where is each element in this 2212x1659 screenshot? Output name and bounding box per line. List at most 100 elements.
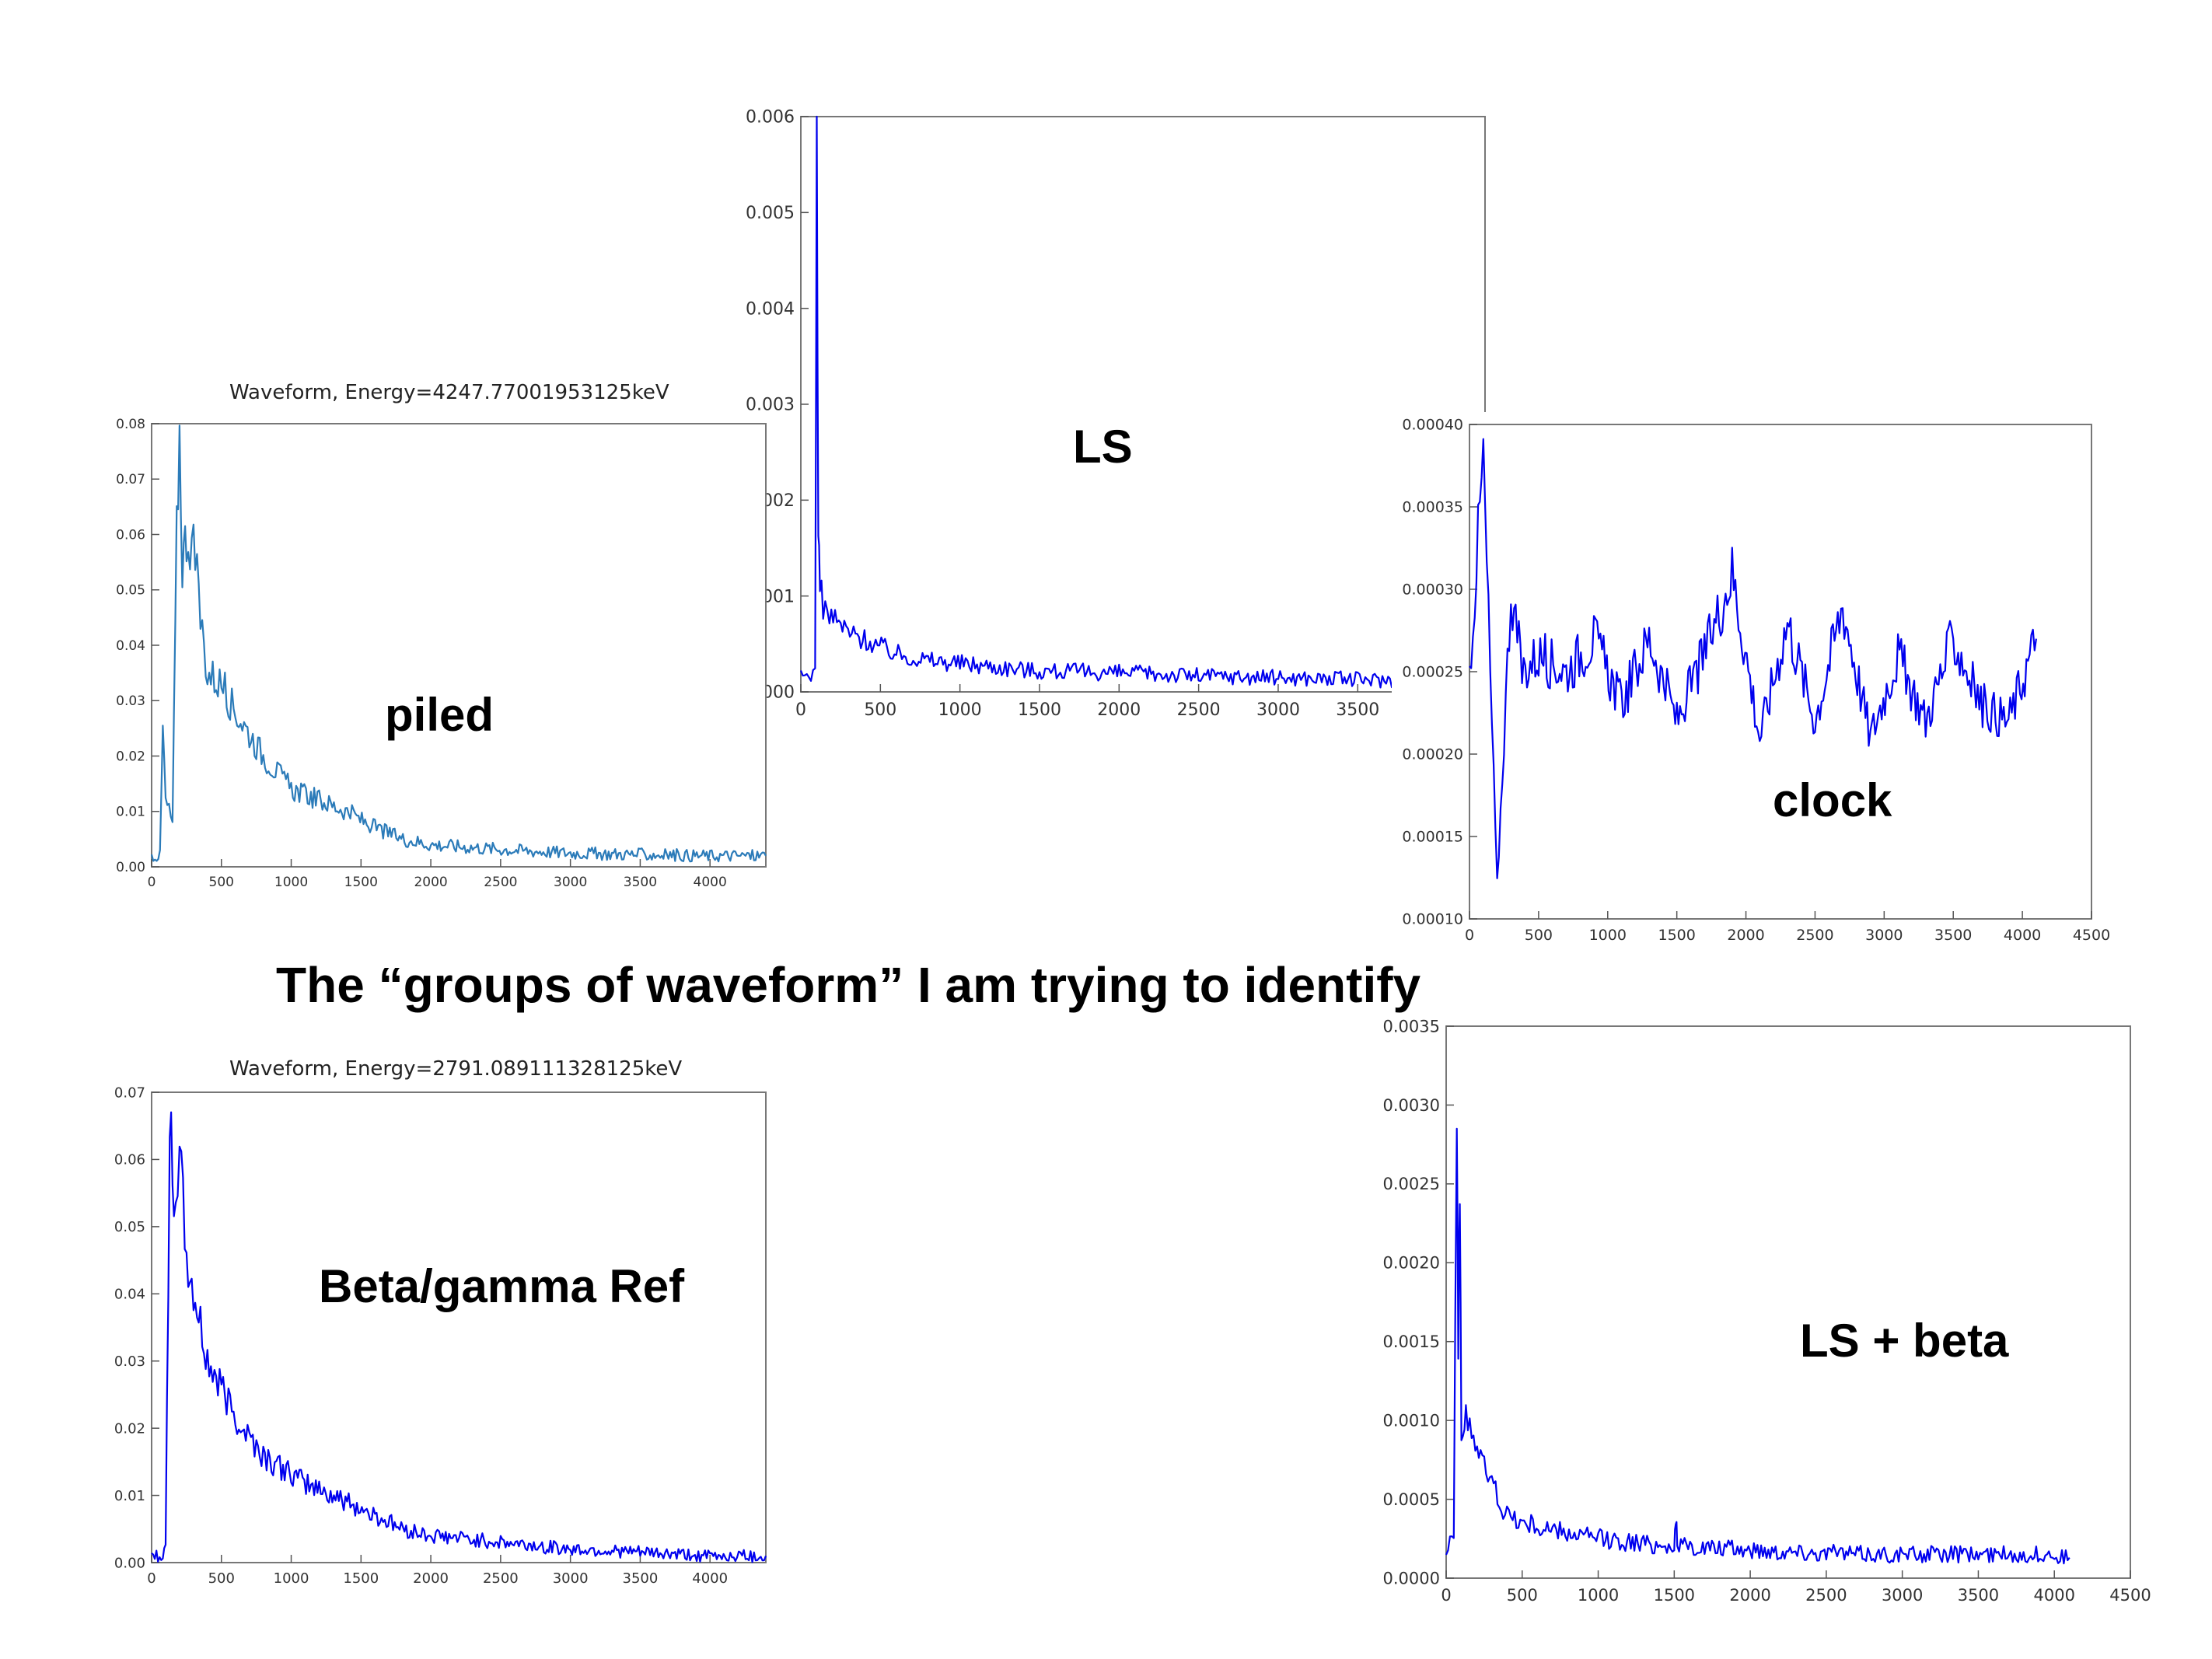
ls-xtick-label: 2500 bbox=[1177, 700, 1221, 720]
piled-xtick-label: 2500 bbox=[484, 875, 517, 890]
chart-ls-svg: 0 500 1000 1500 2000 2500 3000 3500 40000.0000.0… bbox=[746, 108, 1487, 720]
beta_gamma-xtick-label: 2500 bbox=[483, 1570, 519, 1587]
ls_beta-ytick-label: 0.0015 bbox=[1383, 1332, 1440, 1351]
piled-ytick-label: 0.07 bbox=[116, 472, 145, 487]
ls_beta-xtick-label: 1500 bbox=[1654, 1586, 1695, 1605]
chart-piled-svg: 0 500 1000 1500 2000 2500 3000 3500 4000 0.00 0.01… bbox=[116, 417, 767, 890]
ls_beta-xtick-label: 3000 bbox=[1882, 1586, 1923, 1605]
ls_beta-ytick-label: 0.0030 bbox=[1383, 1096, 1440, 1115]
piled-ytick-label: 0.02 bbox=[116, 749, 145, 764]
ls-ytick-label: 0.005 bbox=[746, 204, 795, 223]
beta_gamma-xtick-label: 4000 bbox=[692, 1570, 728, 1587]
ls-ytick-label: 0.004 bbox=[746, 299, 795, 319]
clock-ytick-label: 0.00020 bbox=[1402, 746, 1463, 763]
beta_gamma-xtick-label: 1000 bbox=[274, 1570, 309, 1587]
clock-ytick-label: 0.00015 bbox=[1402, 829, 1463, 846]
ls_beta-ytick-label: 0.0005 bbox=[1383, 1490, 1440, 1509]
chart-clock-label: clock bbox=[1773, 774, 1892, 826]
ls_beta-xtick-label: 4000 bbox=[2033, 1586, 2074, 1605]
ls_beta-ytick-label: 0.0000 bbox=[1383, 1569, 1440, 1587]
ls_beta-series-line bbox=[1445, 1127, 2070, 1565]
clock-xtick-label: 3500 bbox=[1934, 927, 1972, 944]
clock-xtick-label: 2500 bbox=[1796, 927, 1833, 944]
chart-ls-beta-label: LS + beta bbox=[1800, 1315, 2009, 1367]
caption: The “groups of waveform” I am trying to … bbox=[276, 957, 1421, 1013]
chart-beta-gamma-title: Waveform, Energy=2791.089111328125keV bbox=[229, 1057, 683, 1081]
clock-xtick-label: 3000 bbox=[1865, 927, 1903, 944]
ls_beta-xtick-label: 2000 bbox=[1729, 1586, 1770, 1605]
beta_gamma-xtick-label: 0 bbox=[147, 1570, 156, 1587]
ls-xtick-label: 3000 bbox=[1256, 700, 1300, 720]
chart-beta-gamma-label: Beta/gamma Ref bbox=[319, 1260, 685, 1312]
ls_beta-xtick-label: 500 bbox=[1507, 1586, 1538, 1605]
beta_gamma-xtick-label: 1500 bbox=[343, 1570, 379, 1587]
beta_gamma-axes-frame bbox=[151, 1091, 767, 1563]
piled-xtick-label: 1000 bbox=[274, 875, 308, 890]
chart-piled-label: piled bbox=[385, 689, 494, 741]
piled-xtick-label: 3000 bbox=[554, 875, 587, 890]
beta_gamma-ytick-label: 0.05 bbox=[114, 1219, 145, 1235]
chart-ls-beta: 0 500 1000 1500 2000 2500 3000 3500 4000 4500 0.00… bbox=[1368, 1011, 2193, 1617]
chart-ls-label: LS bbox=[1073, 421, 1133, 473]
ls_beta-ytick-label: 0.0010 bbox=[1383, 1411, 1440, 1430]
piled-ytick-label: 0.01 bbox=[116, 805, 145, 820]
beta_gamma-ytick-label: 0.01 bbox=[114, 1488, 145, 1504]
piled-ytick-label: 0.03 bbox=[116, 693, 145, 709]
ls-ytick-label: 0.003 bbox=[746, 396, 795, 415]
clock-xtick-label: 4500 bbox=[2073, 927, 2110, 944]
piled-xtick-label: 4000 bbox=[694, 875, 727, 890]
piled-series-line bbox=[150, 424, 767, 863]
chart-clock-svg: 0 500 1000 1500 2000 2500 3000 3500 4000 4500 0.00… bbox=[1392, 412, 2185, 948]
ls-ytick-label: 0.006 bbox=[746, 108, 795, 127]
piled-ytick-label: 0.06 bbox=[116, 527, 145, 543]
ls_beta-xtick-label: 3500 bbox=[1958, 1586, 1999, 1605]
ls-xtick-label: 0 bbox=[795, 700, 806, 720]
ls_beta-ytick-label: 0.0020 bbox=[1383, 1254, 1440, 1273]
piled-xtick-label: 3500 bbox=[624, 875, 657, 890]
beta_gamma-xtick-label: 2000 bbox=[413, 1570, 449, 1587]
piled-ytick-label: 0.08 bbox=[116, 417, 145, 432]
ls-xtick-label: 1500 bbox=[1018, 700, 1061, 720]
chart-ls-beta-svg: 0 500 1000 1500 2000 2500 3000 3500 4000 4500 0.00… bbox=[1383, 1017, 2151, 1605]
clock-ytick-label: 0.00025 bbox=[1402, 664, 1463, 681]
ls_beta-xtick-label: 0 bbox=[1441, 1586, 1451, 1605]
piled-xtick-label: 2000 bbox=[414, 875, 447, 890]
clock-ytick-label: 0.00040 bbox=[1402, 417, 1463, 434]
clock-xtick-label: 2000 bbox=[1727, 927, 1764, 944]
ls-axes-frame bbox=[800, 116, 1486, 693]
clock-ytick-label: 0.00030 bbox=[1402, 582, 1463, 599]
clock-xtick-label: 4000 bbox=[2004, 927, 2041, 944]
piled-xtick-label: 500 bbox=[209, 875, 234, 890]
clock-xtick-label: 1500 bbox=[1658, 927, 1695, 944]
ls-xtick-label: 500 bbox=[864, 700, 896, 720]
ls-xtick-label: 2000 bbox=[1097, 700, 1141, 720]
beta_gamma-xtick-label: 500 bbox=[208, 1570, 235, 1587]
beta_gamma-ytick-label: 0.07 bbox=[114, 1084, 145, 1101]
chart-beta-gamma: Waveform, Energy=2791.089111328125keV 0 5… bbox=[78, 1057, 778, 1617]
beta_gamma-ytick-label: 0.00 bbox=[114, 1555, 145, 1571]
clock-series-line bbox=[1469, 438, 2037, 879]
chart-beta-gamma-svg: 0 500 1000 1500 2000 2500 3000 3500 4000 0.00 0.01… bbox=[114, 1084, 767, 1587]
ls_beta-ytick-label: 0.0025 bbox=[1383, 1175, 1440, 1193]
piled-xtick-label: 1500 bbox=[344, 875, 378, 890]
clock-ytick-label: 0.00035 bbox=[1402, 499, 1463, 516]
piled-axes-frame bbox=[151, 423, 767, 868]
beta_gamma-ytick-label: 0.06 bbox=[114, 1152, 145, 1168]
beta_gamma-ytick-label: 0.02 bbox=[114, 1420, 145, 1437]
beta_gamma-xtick-label: 3000 bbox=[553, 1570, 589, 1587]
clock-xtick-label: 0 bbox=[1465, 927, 1474, 944]
clock-xtick-label: 500 bbox=[1525, 927, 1553, 944]
piled-ytick-label: 0.04 bbox=[116, 638, 145, 654]
piled-ytick-label: 0.00 bbox=[116, 860, 145, 875]
clock-xtick-label: 1000 bbox=[1589, 927, 1627, 944]
ls_beta-axes-frame bbox=[1445, 1025, 2131, 1579]
piled-xtick-label: 0 bbox=[148, 875, 156, 890]
chart-piled: Waveform, Energy=4247.77001953125keV 0 50… bbox=[78, 381, 778, 925]
piled-ytick-label: 0.05 bbox=[116, 583, 145, 599]
clock-ytick-label: 0.00010 bbox=[1402, 911, 1463, 928]
beta_gamma-xtick-label: 3500 bbox=[623, 1570, 659, 1587]
ls_beta-xtick-label: 1000 bbox=[1578, 1586, 1619, 1605]
beta_gamma-series-line bbox=[151, 1111, 767, 1563]
ls-xtick-label: 3500 bbox=[1336, 700, 1379, 720]
ls-xtick-label: 1000 bbox=[938, 700, 982, 720]
